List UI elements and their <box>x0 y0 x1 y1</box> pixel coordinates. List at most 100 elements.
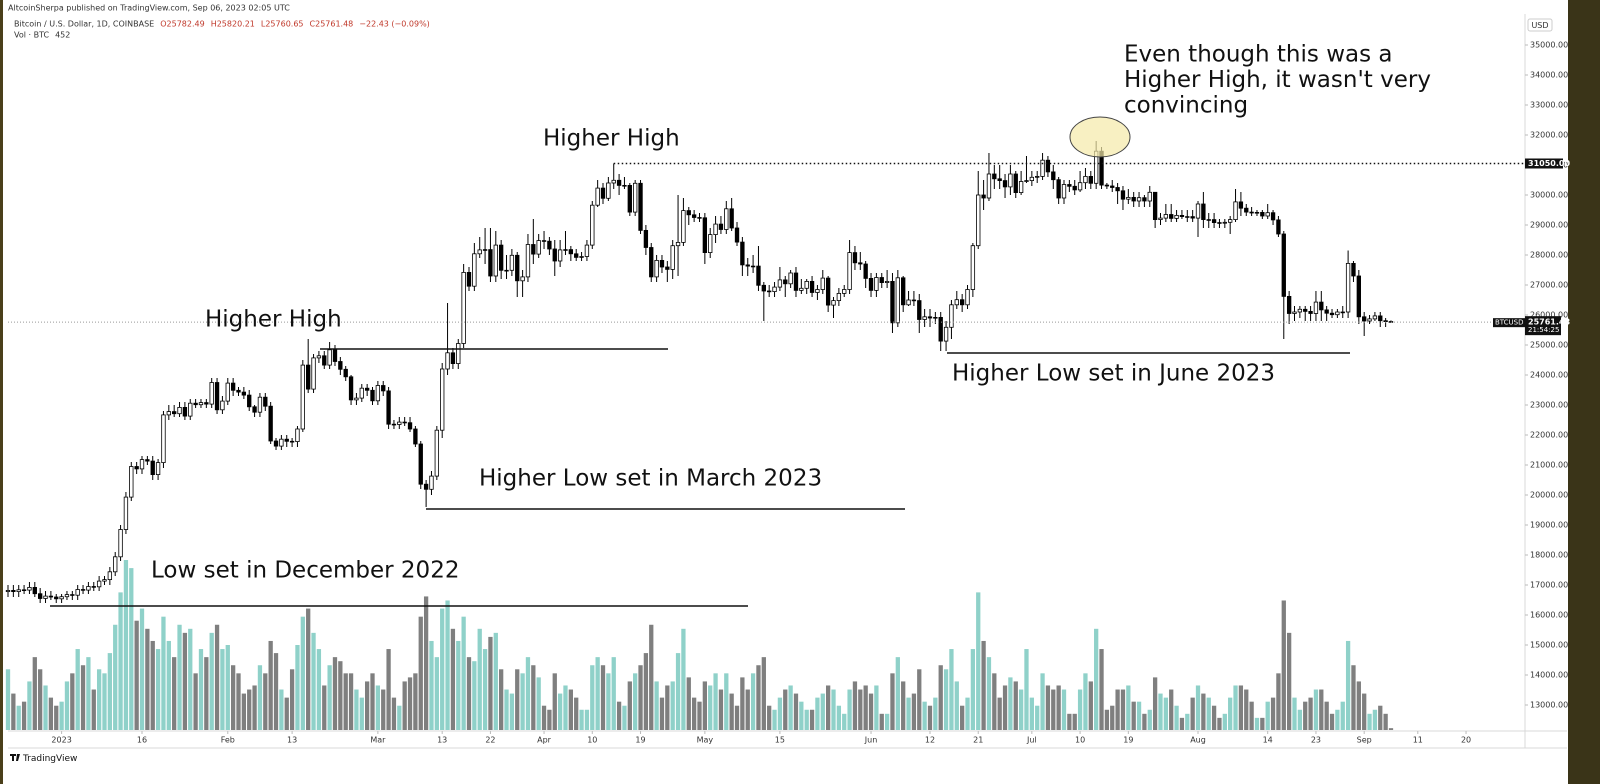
candle-body <box>1169 214 1174 219</box>
candle-body <box>1281 233 1286 297</box>
volume-bar <box>306 608 311 730</box>
volume-bar <box>86 657 91 730</box>
candle-body <box>43 595 48 599</box>
candle-body <box>927 316 933 319</box>
candle-body <box>493 244 498 277</box>
symbol-title: Bitcoin / U.S. Dollar, 1D, COINBASE <box>14 20 154 29</box>
volume-bar <box>54 705 59 730</box>
volume-bar <box>1051 689 1056 730</box>
candle-body <box>552 248 557 262</box>
candle-body <box>498 244 504 271</box>
candle-body <box>1378 315 1383 322</box>
volume-bar <box>289 669 295 730</box>
volume-bar <box>1061 689 1067 730</box>
note-line: Even though this was a <box>1124 42 1393 68</box>
volume-bar <box>954 681 959 730</box>
volume-bar <box>209 632 214 730</box>
candle-body <box>740 241 745 266</box>
volume-bar <box>927 705 933 730</box>
candle-body <box>343 368 348 378</box>
candle-body <box>820 277 825 290</box>
volume-bar <box>622 705 627 730</box>
ohlc-label: H25820.21 <box>211 20 255 29</box>
candle-body <box>289 440 295 443</box>
volume-bar <box>236 673 241 730</box>
candle-body <box>504 269 509 272</box>
candle-body <box>606 182 611 199</box>
volume-bar <box>466 657 472 730</box>
volume-bar <box>836 705 842 730</box>
volume-bar <box>520 673 525 730</box>
candle-body <box>815 289 820 293</box>
candle-body <box>64 594 70 598</box>
volume-bar <box>1067 713 1072 730</box>
candle-body <box>118 529 123 558</box>
candle-body <box>1265 212 1270 217</box>
candle-body <box>1083 175 1088 184</box>
volume-bar <box>826 685 831 730</box>
volume-bar <box>327 665 332 730</box>
candle-body <box>1136 197 1142 202</box>
volume-bar <box>139 608 145 730</box>
volume-bar <box>118 592 123 730</box>
candle-body <box>129 466 134 498</box>
volume-bar <box>59 701 64 730</box>
candle-body <box>922 316 927 320</box>
candle-body <box>225 382 230 402</box>
candle-body <box>600 187 606 199</box>
volume-bar <box>847 689 852 730</box>
candle-body <box>16 589 21 593</box>
annotation: Higher Low set in June 2023 <box>952 361 1275 387</box>
candle-body <box>976 194 981 247</box>
volume-bar <box>311 632 316 730</box>
volume-bar <box>890 673 895 730</box>
volume-bar <box>750 673 756 730</box>
x-tick-label: 13 <box>287 736 297 745</box>
candle-body <box>804 280 809 289</box>
candle-body <box>981 194 986 199</box>
candle-body <box>986 173 992 199</box>
x-tick-label: May <box>697 736 714 745</box>
volume-bar <box>579 709 584 730</box>
candle-body <box>831 300 836 306</box>
volume-bar <box>75 649 80 730</box>
candle-body <box>954 299 959 306</box>
candle-body <box>713 223 718 235</box>
candle-body <box>1372 315 1378 320</box>
volume-layer <box>5 560 1394 730</box>
candle-body <box>306 364 311 390</box>
candle-body <box>1297 308 1303 313</box>
candle-body <box>675 241 681 247</box>
candle-body <box>1388 321 1394 323</box>
volume-bar <box>1110 705 1115 730</box>
volume-bar <box>386 649 391 730</box>
candle-body <box>1195 203 1201 219</box>
volume-bar <box>627 681 632 730</box>
volume-bar <box>1313 689 1319 730</box>
candle-body <box>627 184 632 213</box>
candle-body <box>1104 184 1110 187</box>
symbol-tag-label: BTCUSD <box>1495 319 1524 327</box>
candle-body <box>295 428 300 443</box>
candle-body <box>252 406 257 413</box>
candle-body <box>1335 311 1340 316</box>
volume-bar <box>391 697 397 730</box>
volume-bar <box>708 685 713 730</box>
candle-body <box>633 182 638 213</box>
volume-bar <box>1158 693 1163 730</box>
candle-body <box>461 271 466 344</box>
volume-bar <box>584 709 590 730</box>
volume-bar <box>1335 709 1340 730</box>
candle-body <box>1254 211 1260 214</box>
volume-bar <box>493 632 498 730</box>
volume-bar <box>675 653 681 730</box>
annotation: Higher High <box>543 126 680 152</box>
candle-body <box>322 355 327 366</box>
candle-body <box>718 223 724 230</box>
volume-bar <box>1120 689 1126 730</box>
candle-body <box>777 279 783 288</box>
volume-label: Vol · BTC <box>14 31 50 40</box>
volume-bar <box>981 640 986 730</box>
volume-bar <box>616 701 622 730</box>
